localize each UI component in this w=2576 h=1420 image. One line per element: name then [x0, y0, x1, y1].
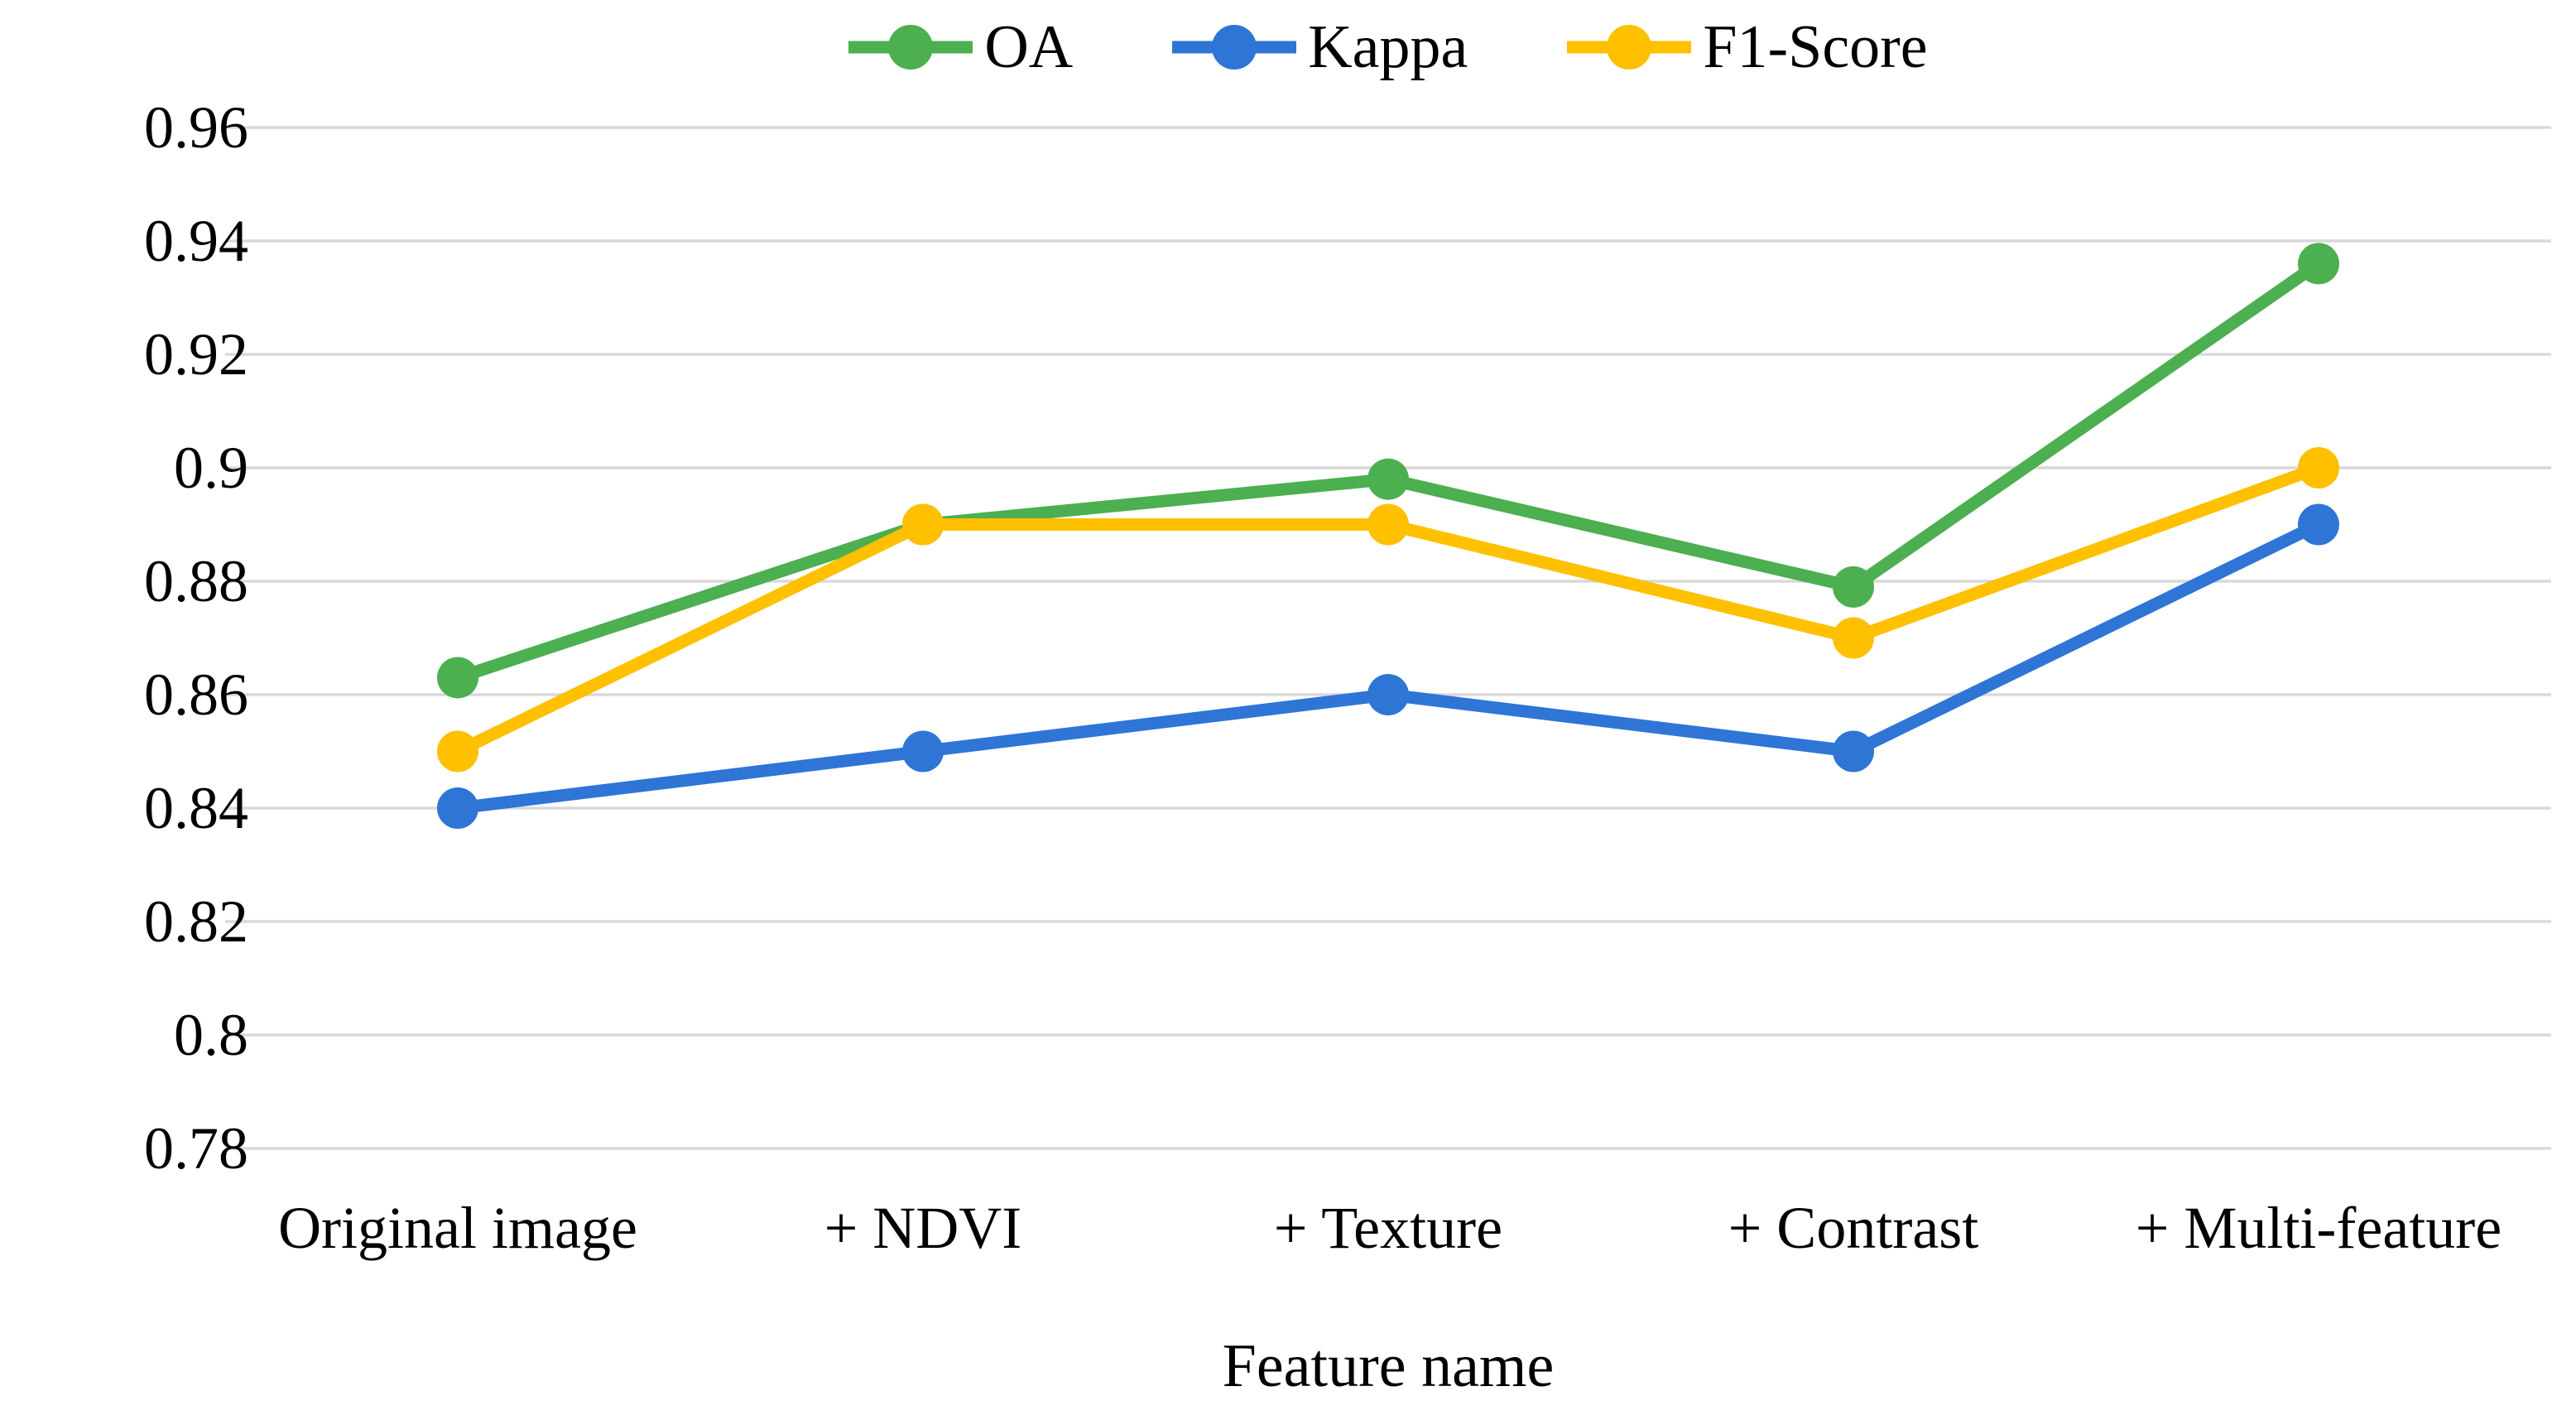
- y-tick-label: 0.88: [144, 548, 248, 614]
- x-category-label: + Multi-feature: [2135, 1195, 2502, 1261]
- data-point-f1-score: [2298, 447, 2339, 489]
- legend-series-marker-icon: [848, 25, 973, 70]
- x-category-label: + NDVI: [824, 1195, 1022, 1261]
- legend-dot-icon: [888, 25, 934, 70]
- data-point-oa: [1367, 458, 1409, 500]
- legend-item-f1-score: F1-Score: [1567, 10, 1928, 84]
- x-axis-title: Feature name: [1222, 1332, 1555, 1400]
- legend-item-kappa: Kappa: [1172, 10, 1468, 84]
- y-tick-label: 0.92: [144, 321, 248, 387]
- y-tick-label: 0.84: [144, 775, 248, 841]
- y-tick-label: 0.94: [144, 208, 248, 274]
- x-category-label: + Texture: [1273, 1195, 1503, 1261]
- data-point-kappa: [437, 787, 478, 829]
- data-point-f1-score: [902, 503, 944, 546]
- legend-label-oa: OA: [984, 13, 1074, 81]
- y-tick-label: 0.82: [144, 888, 248, 955]
- data-point-kappa: [902, 730, 944, 773]
- y-tick-label: 0.9: [174, 435, 248, 501]
- x-category-label: Original image: [278, 1195, 637, 1261]
- y-tick-label: 0.78: [144, 1115, 248, 1182]
- legend-series-marker-icon: [1567, 25, 1692, 70]
- data-point-kappa: [2298, 503, 2339, 546]
- legend-dot-icon: [1607, 25, 1652, 70]
- legend-label-kappa: Kappa: [1308, 13, 1468, 81]
- chart-legend: OA Kappa F1-Score: [225, 10, 2551, 84]
- x-category-label: + Contrast: [1728, 1195, 1979, 1261]
- data-point-oa: [2298, 243, 2339, 285]
- y-tick-label: 0.86: [144, 662, 248, 728]
- data-point-f1-score: [1833, 617, 1874, 659]
- legend-item-oa: OA: [848, 10, 1073, 84]
- y-tick-label: 0.96: [144, 94, 248, 161]
- data-point-kappa: [1367, 674, 1409, 715]
- legend-series-marker-icon: [1172, 25, 1297, 70]
- data-point-kappa: [1833, 730, 1874, 773]
- data-point-oa: [1833, 566, 1874, 608]
- data-point-f1-score: [437, 730, 478, 773]
- y-tick-label: 0.8: [174, 1002, 248, 1068]
- legend-label-f1-score: F1-Score: [1703, 13, 1928, 81]
- data-point-oa: [437, 657, 478, 699]
- data-point-f1-score: [1367, 503, 1409, 546]
- legend-dot-icon: [1212, 25, 1257, 70]
